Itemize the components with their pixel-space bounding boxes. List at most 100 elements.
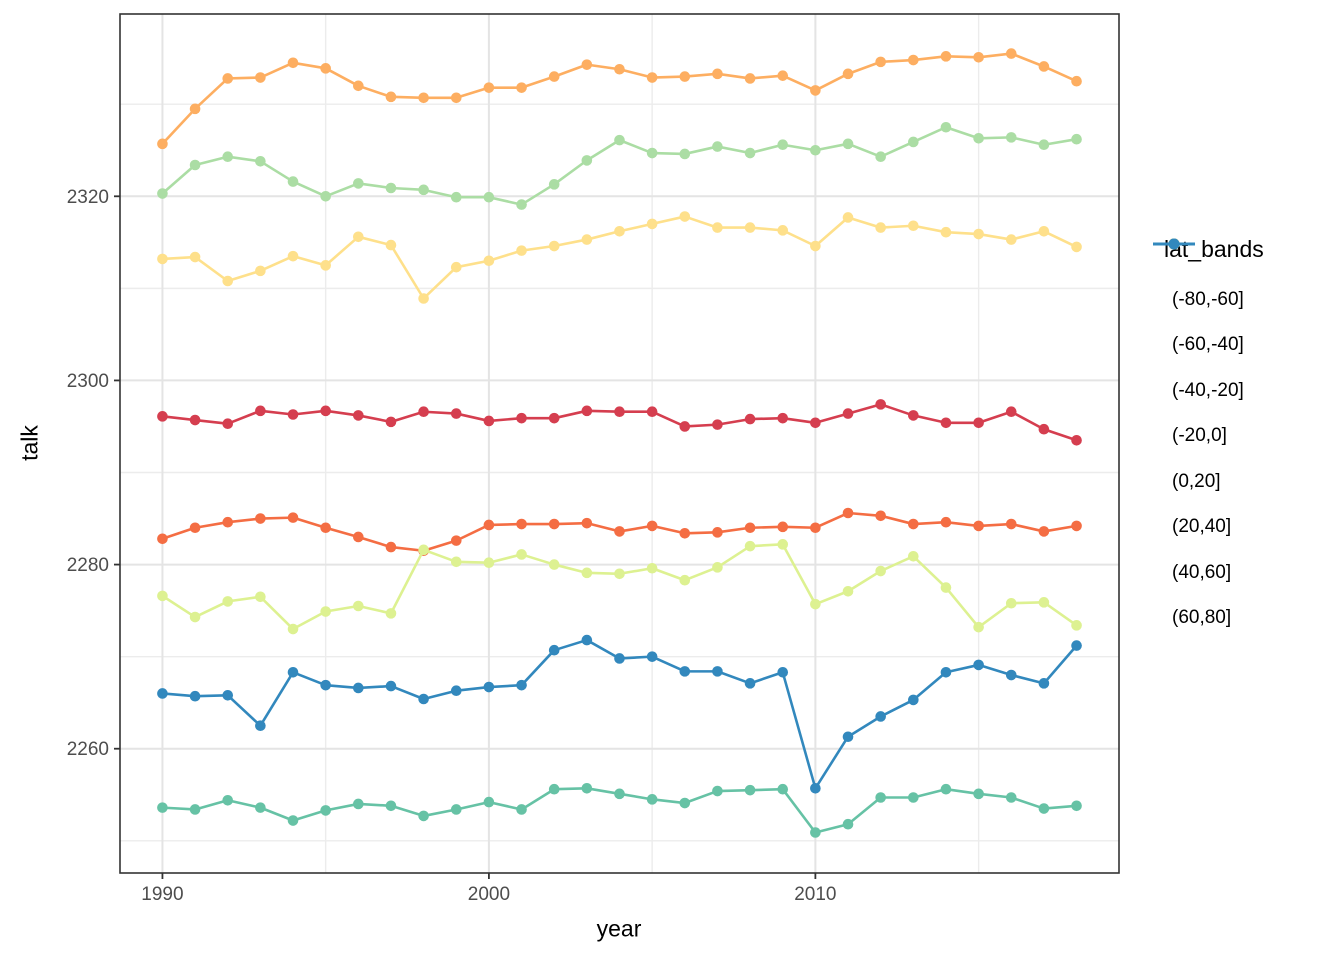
data-point-(-80,-60]-1996 [353, 410, 364, 421]
data-point-(-20,0]-2001 [516, 245, 527, 256]
data-point-(0,20]-1994 [287, 623, 299, 635]
data-point-(-20,0]-2006 [679, 211, 691, 222]
data-point-(-20,0]-2005 [646, 218, 658, 230]
data-point-(40,60]-1990 [157, 802, 168, 813]
data-point-(20,40]-2005 [646, 147, 658, 159]
data-point-(-80,-60]-1994 [287, 409, 299, 420]
data-point-(-80,-60]-2011 [842, 408, 854, 419]
data-point-(60,80]-2016 [1005, 669, 1017, 681]
data-point-(40,60]-2018 [1071, 800, 1082, 812]
data-point-(-20,0]-2013 [908, 220, 919, 232]
data-point-(0,20]-2013 [908, 550, 919, 562]
legend-items: (-80,-60] (-60,-40] (-40,-20] (-20,0] (0,20]… [1152, 238, 1264, 641]
data-point-(-60,-40]-2011 [842, 507, 854, 519]
data-point-(60,80]-1995 [320, 679, 331, 691]
legend-item: (-60,-40] [1152, 238, 1264, 369]
data-point-(0,20]-2006 [679, 574, 691, 586]
data-point-(-80,-60]-2015 [973, 417, 984, 429]
data-point-(60,80]-2009 [777, 666, 789, 678]
data-point-(-80,-60]-1995 [320, 405, 331, 417]
data-point-(40,60]-2006 [679, 797, 691, 809]
data-point-(40,60]-2016 [1005, 792, 1017, 803]
data-point-(-40,-20]-2018 [1071, 75, 1082, 87]
data-point-(0,20]-2009 [777, 539, 789, 550]
data-point-(-20,0]-2000 [483, 255, 495, 267]
data-point-(-60,-40]-2007 [712, 527, 723, 538]
data-point-(-20,0]-1996 [353, 231, 364, 243]
data-point-(40,60]-2012 [875, 792, 886, 803]
data-point-(60,80]-2004 [614, 653, 625, 664]
data-point-(-60,-40]-2018 [1071, 520, 1082, 532]
data-point-(-40,-20]-1997 [385, 91, 397, 103]
data-point-(0,20]-1999 [450, 556, 462, 568]
data-point-(-40,-20]-2014 [940, 51, 952, 62]
data-point-(-40,-20]-2013 [908, 54, 919, 66]
data-point-(40,60]-2002 [548, 783, 560, 795]
data-point-(20,40]-2018 [1071, 133, 1082, 145]
data-point-(-80,-60]-1997 [385, 416, 397, 428]
data-point-(20,40]-1998 [418, 184, 429, 196]
data-point-(-20,0]-2011 [842, 212, 854, 223]
data-point-(-60,-40]-1992 [222, 516, 234, 528]
data-point-(0,20]-1993 [255, 591, 266, 603]
data-point-(-40,-20]-1995 [320, 63, 331, 74]
data-point-(20,40]-2016 [1005, 132, 1017, 143]
data-point-(-20,0]-2017 [1038, 225, 1050, 237]
x-tick-label: 2000 [468, 884, 510, 905]
x-tick-label: 2010 [794, 884, 836, 905]
data-point-(20,40]-2015 [973, 132, 984, 144]
data-point-(-60,-40]-1996 [353, 531, 364, 543]
data-point-(-80,-60]-2006 [679, 421, 691, 432]
data-point-(20,40]-2014 [940, 121, 952, 133]
data-point-(-20,0]-2012 [875, 222, 886, 233]
data-point-(40,60]-1998 [418, 810, 429, 822]
data-point-(60,80]-2008 [744, 678, 756, 689]
data-point-(-20,0]-2014 [940, 226, 952, 238]
data-point-(0,20]-2011 [842, 585, 854, 597]
data-point-(20,40]-2010 [810, 144, 821, 156]
data-point-(-60,-40]-1994 [287, 512, 299, 523]
data-point-(-20,0]-1997 [385, 239, 397, 251]
data-point-(40,60]-2003 [581, 782, 593, 794]
data-point-(20,40]-1991 [189, 159, 201, 171]
data-point-(0,20]-2017 [1038, 597, 1050, 608]
data-point-(-20,0]-1995 [320, 260, 331, 271]
data-point-(40,60]-1995 [320, 805, 331, 816]
data-point-(-60,-40]-2006 [679, 527, 691, 539]
data-point-(0,20]-2008 [744, 540, 756, 552]
y-axis-title: talk [16, 425, 43, 461]
data-point-(-40,-20]-2009 [777, 70, 789, 81]
data-point-(20,40]-2001 [516, 199, 527, 210]
data-point-(-80,-60]-1992 [222, 418, 234, 430]
legend-key-icon [1153, 238, 1195, 250]
legend-item: (-20,0] [1152, 238, 1264, 460]
data-point-(-40,-20]-2008 [744, 73, 756, 84]
data-point-(-60,-40]-2005 [646, 520, 658, 532]
data-point-(60,80]-2005 [646, 651, 658, 662]
data-point-(60,80]-2018 [1071, 640, 1082, 651]
data-point-(60,80]-1996 [353, 682, 364, 694]
y-tick-label: 2260 [67, 739, 109, 760]
data-point-(60,80]-2017 [1038, 678, 1050, 689]
data-point-(60,80]-1997 [385, 680, 397, 692]
data-point-(0,20]-2003 [581, 567, 593, 579]
legend-title: lat_bands [1164, 236, 1264, 262]
data-point-(-60,-40]-2003 [581, 517, 593, 529]
data-point-(-40,-20]-2002 [548, 71, 560, 82]
data-point-(0,20]-1996 [353, 600, 364, 612]
legend-key-point [1168, 238, 1180, 250]
data-point-(-40,-20]-2003 [581, 59, 593, 70]
data-point-(40,60]-2001 [516, 804, 527, 815]
data-point-(40,60]-2010 [810, 827, 821, 838]
data-point-(-80,-60]-2010 [810, 417, 821, 429]
legend-label: (-60,-40] [1172, 334, 1244, 356]
data-point-(0,20]-1990 [157, 590, 168, 602]
data-point-(40,60]-2011 [842, 818, 854, 830]
data-point-(40,60]-1992 [222, 794, 234, 806]
data-point-(40,60]-2007 [712, 785, 723, 797]
data-point-(-40,-20]-2001 [516, 82, 527, 93]
data-point-(0,20]-2016 [1005, 597, 1017, 609]
data-point-(-40,-20]-2015 [973, 51, 984, 63]
y-tick-label: 2300 [67, 371, 109, 392]
